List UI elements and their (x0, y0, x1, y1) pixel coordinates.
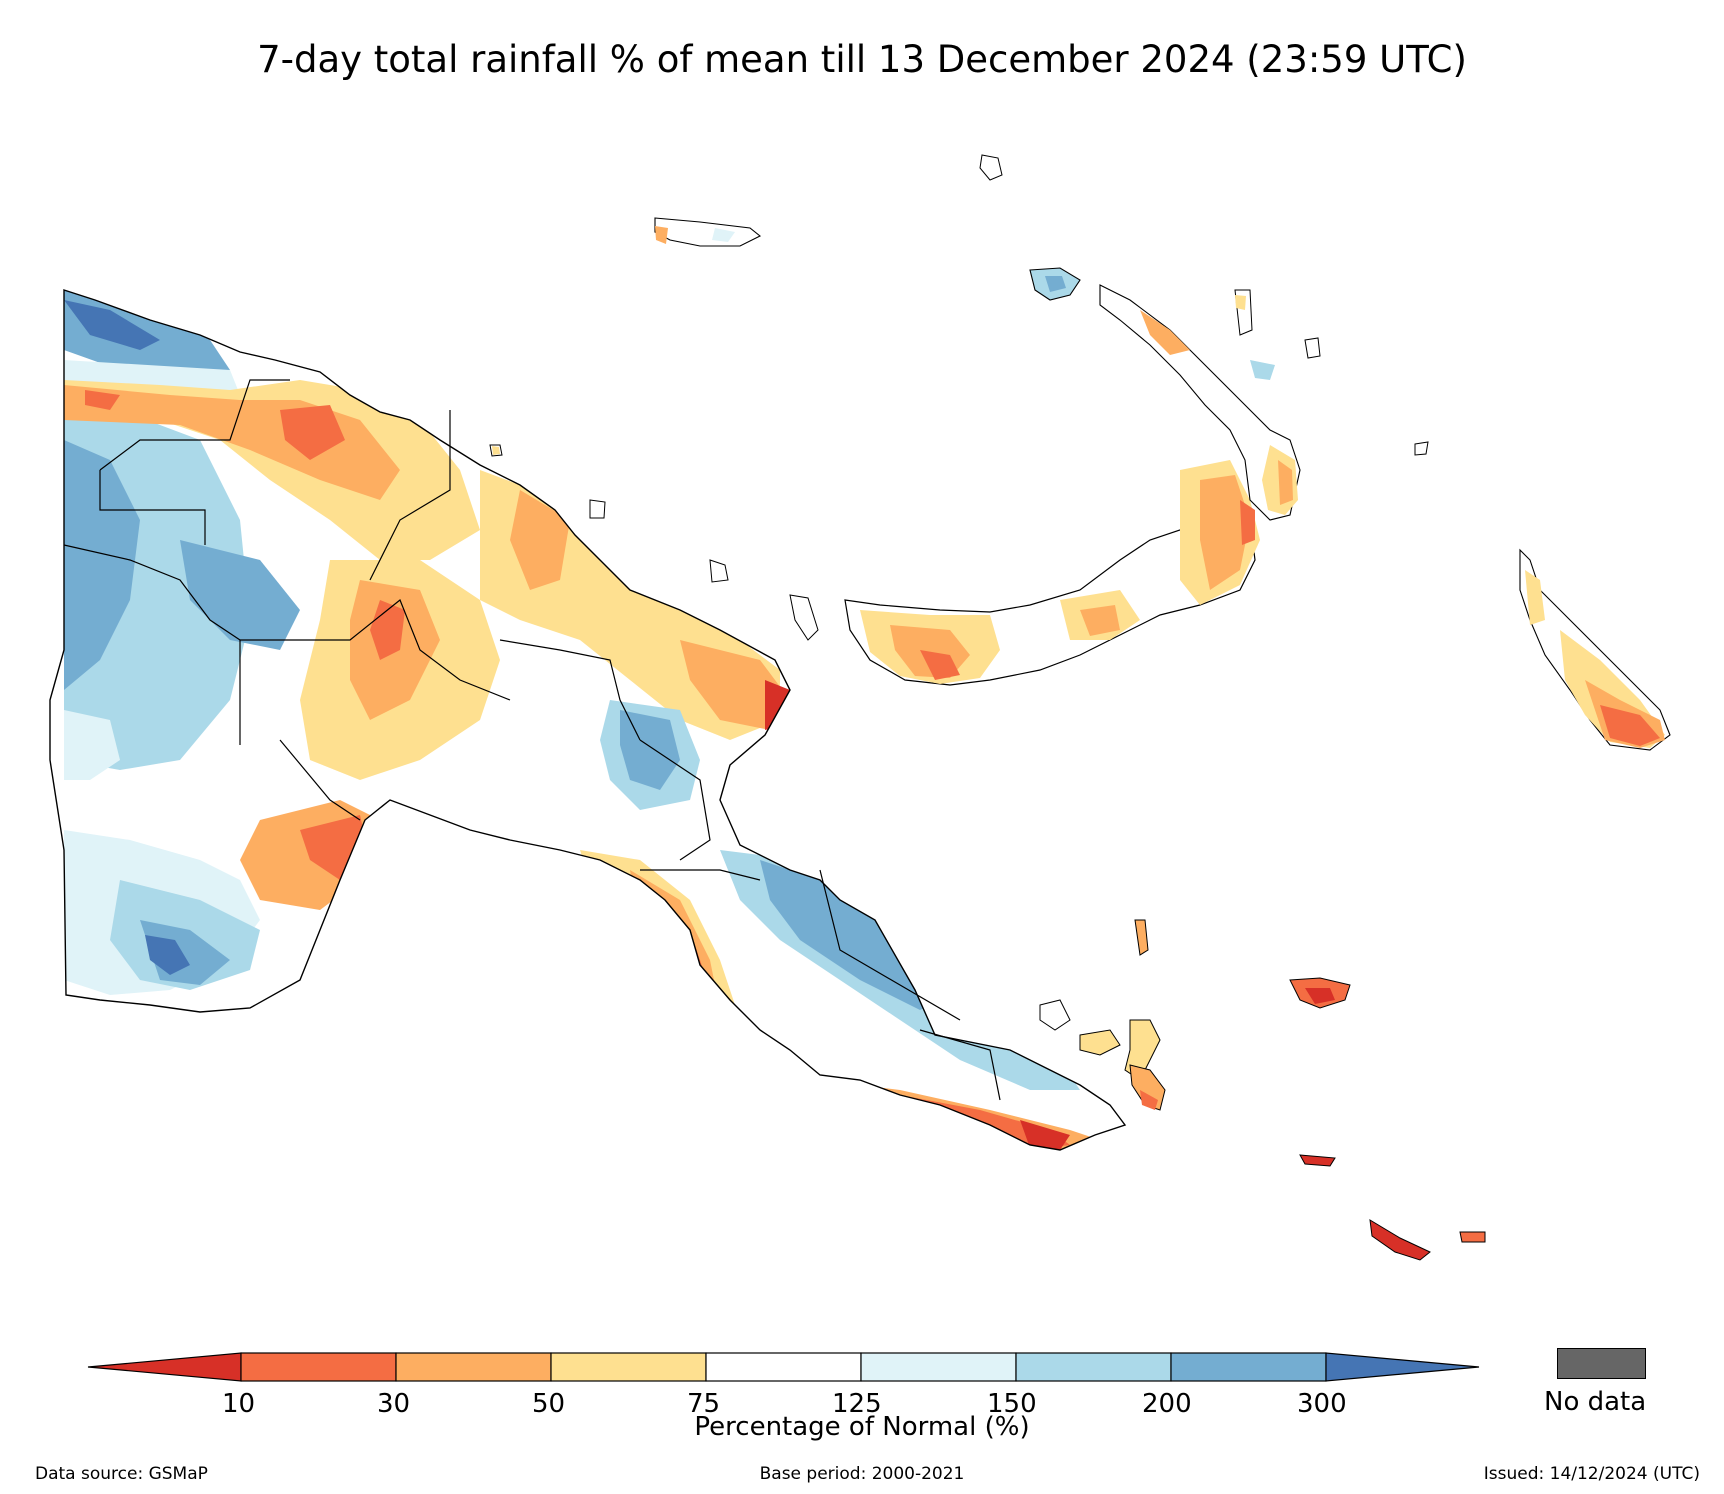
colorbar-cell (1170, 1352, 1327, 1382)
map-title: 7-day total rainfall % of mean till 13 D… (257, 38, 1467, 81)
colorbar-cell (395, 1352, 552, 1382)
colorbar-cell (1015, 1352, 1172, 1382)
colorbar-tick: 125 (832, 1389, 882, 1419)
nodata-label: No data (1544, 1387, 1647, 1417)
issued-date: Issued: 14/12/2024 (UTC) (1483, 1464, 1700, 1484)
colorbar-title: Percentage of Normal (%) (694, 1412, 1030, 1442)
colorbar-cell (240, 1352, 397, 1382)
base-period: Base period: 2000-2021 (759, 1464, 965, 1484)
mainland-region (49, 289, 1127, 1151)
colorbar-cell (705, 1352, 862, 1382)
colorbar-cell (550, 1352, 707, 1382)
colorbar-tick: 30 (377, 1389, 411, 1419)
colorbar-extend-high (1325, 1352, 1480, 1382)
colorbar-tick: 50 (532, 1389, 566, 1419)
colorbar-tick: 300 (1297, 1389, 1347, 1419)
colorbar-tick: 200 (1142, 1389, 1192, 1419)
islands (489, 154, 1671, 1261)
nodata-swatch (1557, 1348, 1646, 1379)
data-source: Data source: GSMaP (35, 1464, 208, 1484)
colorbar-extend-low (87, 1352, 242, 1382)
colorbar-tick: 150 (987, 1389, 1037, 1419)
colorbar-cell (860, 1352, 1017, 1382)
colorbar (87, 1352, 1480, 1382)
colorbar-tick: 10 (222, 1389, 256, 1419)
colorbar-tick: 75 (687, 1389, 721, 1419)
